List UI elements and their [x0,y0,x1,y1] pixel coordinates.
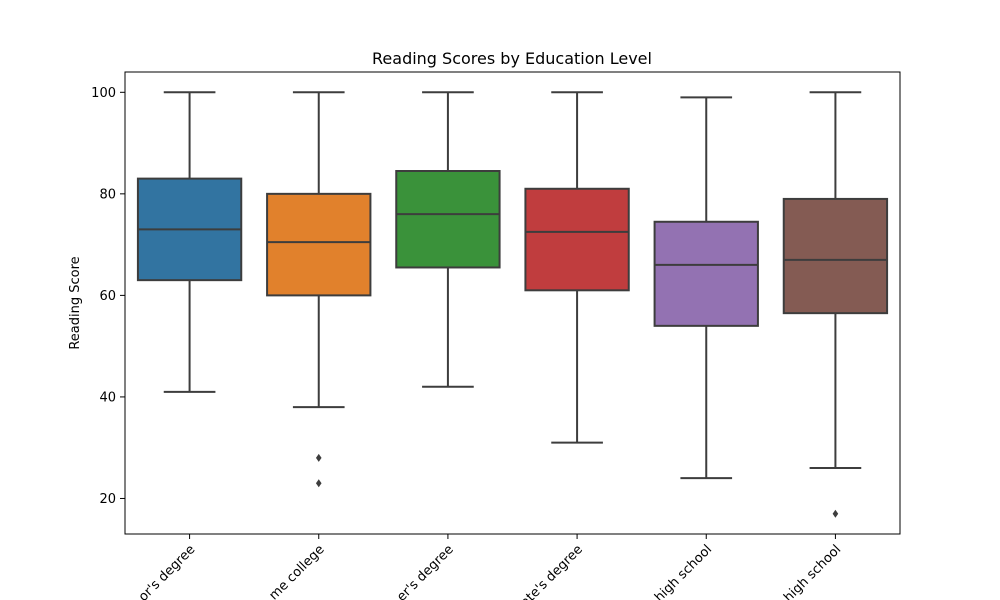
box-group [395,91,501,388]
outlier-point [315,479,322,488]
box-group [782,91,889,518]
box-group [266,91,372,488]
iqr-box [266,192,372,297]
x-tick-label: er's degree [394,542,457,600]
y-tick-label: 20 [99,492,116,507]
iqr-box [395,170,501,269]
x-tick-label: ate's degree [518,542,586,600]
iqr-box [653,220,759,327]
iqr-box [524,187,630,292]
chart-title: Reading Scores by Education Level [372,49,652,68]
y-tick-label: 80 [99,187,116,202]
box-group [136,91,243,393]
outlier-point [315,453,322,462]
plot-frame [124,71,901,535]
y-tick-label: 60 [99,289,116,304]
iqr-box [782,197,889,315]
outlier-point [832,509,839,518]
box-group [653,96,759,480]
y-axis-label: Reading Score [68,256,83,349]
x-tick-label: or's degree [136,542,198,600]
y-tick-label: 100 [91,86,116,101]
box-group [524,91,630,444]
y-tick-label: 40 [99,390,116,405]
x-tick-label: high school [652,542,715,600]
x-tick-label: high school [781,542,844,600]
x-tick-label: me college [267,542,328,600]
plot-area: 20 40 60 80 100 or's degree me college er's deg… [91,86,889,600]
